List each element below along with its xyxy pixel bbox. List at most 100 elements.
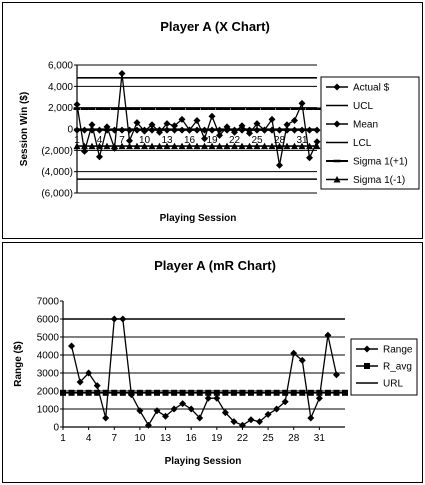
data-point [76,378,84,386]
constant-marker [156,142,163,150]
y-tick-label: (6,000) [41,189,73,200]
data-point [179,400,187,408]
y-tick-label: 4000 [37,351,60,362]
constant-marker [136,389,143,396]
constant-marker [118,142,126,150]
x-tick-label: 7 [111,433,117,444]
x-tick-label: 19 [211,433,223,444]
constant-marker [118,126,126,134]
x-tick-label: 1 [74,135,80,146]
constant-marker [88,126,96,134]
constant-marker [290,389,297,396]
data-point [273,405,281,413]
legend-label: Actual $ [353,83,390,94]
x-axis-label: Playing Session [165,456,242,467]
constant-marker [133,142,141,150]
y-tick-label: 5000 [37,333,60,344]
legend-label: Sigma 1(+1) [353,157,408,168]
data-point [153,407,161,415]
legend-label: Mean [353,120,378,131]
constant-marker [283,142,291,150]
x-axis-label: Playing Session [160,213,237,224]
chart-title: Player A (X Chart) [160,19,270,34]
y-tick-label: 0 [53,423,59,434]
constant-marker [188,389,195,396]
constant-marker [162,389,169,396]
legend-marker [333,83,341,91]
constant-marker [85,389,92,396]
constant-marker [291,142,298,150]
constant-marker [342,389,348,396]
legend-label: Range [383,345,413,356]
x-tick-label: 31 [314,433,326,444]
constant-marker [171,142,178,150]
data-point [298,356,306,364]
constant-marker [248,389,254,396]
constant-marker [256,389,263,396]
x-tick-label: 13 [160,433,172,444]
constant-marker [196,389,203,396]
data-point [148,121,156,129]
data-point [118,70,126,78]
constant-marker [126,142,133,150]
data-point [313,138,321,146]
constant-marker [307,389,314,396]
constant-marker [313,126,321,134]
constant-marker [102,389,109,396]
constant-marker [88,142,96,150]
data-point [187,405,195,413]
data-point [290,349,298,357]
data-point [81,147,88,155]
data-point [204,394,212,402]
constant-marker [81,142,88,150]
constant-marker [298,126,306,134]
constant-marker [171,126,178,134]
constant-marker [68,389,75,396]
constant-marker [163,126,171,134]
x-chart-panel: Player A (X Chart) 6,000 4,000 2,000 0 (2,000… [2,2,423,239]
data-point [102,414,110,422]
constant-marker [306,126,313,134]
x-tick-label: 1 [60,433,66,444]
data-point [136,407,144,415]
mr-chart-panel: Player A (mR Chart) 7000 6000 5000 4000 3000 2… [2,242,423,483]
y-tick-label: 6000 [37,315,60,326]
constant-marker [103,142,111,150]
constant-marker [156,126,163,134]
data-point [307,414,315,422]
constant-marker [261,126,268,134]
data-point [73,100,81,108]
constant-marker [186,142,193,150]
y-tick-label: 7000 [37,297,60,308]
constant-marker [298,142,306,150]
constant-marker [282,389,289,396]
constant-marker [299,389,306,396]
y-tick-label: 1000 [37,405,60,416]
constant-marker [313,142,321,150]
constant-marker [186,126,193,134]
data-point [268,115,276,123]
data-point [126,137,133,145]
y-tick-label: 4,000 [48,82,73,93]
x-tick-label: 28 [288,433,300,444]
y-tick-label: (4,000) [41,167,73,178]
constant-marker [77,389,84,396]
constant-marker [253,142,261,150]
constant-marker [73,142,81,150]
constant-marker [208,142,216,150]
data-point [96,153,103,161]
y-tick-label: (2,000) [41,146,73,157]
legend-marker [333,120,341,128]
data-point [238,421,246,429]
data-point [208,112,216,120]
legend-marker [333,176,341,183]
constant-marker [171,389,178,396]
constant-marker [178,142,186,150]
legend: Actual $ UCL Mean LCL Sigma 1(+1) Sigma 1(-1) [320,76,420,190]
data-point [162,412,170,420]
chart-title: Player A (mR Chart) [154,258,276,273]
constant-marker [193,142,201,150]
x-tick-label: 13 [161,135,173,146]
data-point [230,418,238,426]
legend-label: URL [383,379,403,390]
